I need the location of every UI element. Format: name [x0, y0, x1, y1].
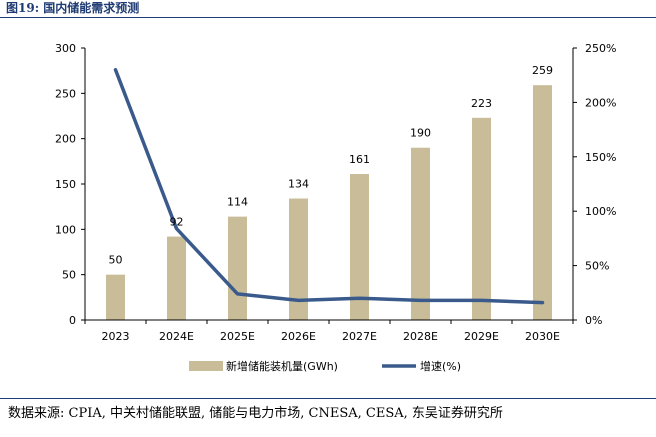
x-tick-label: 2029E [464, 330, 499, 343]
title-divider [0, 17, 656, 18]
x-tick-label: 2024E [159, 330, 194, 343]
x-tick-label: 2025E [220, 330, 255, 343]
bar-data-label: 259 [532, 64, 553, 77]
left-tick-label: 0 [69, 314, 76, 327]
bar-2029E [472, 117, 491, 321]
legend-bar-swatch [189, 361, 223, 371]
bar-data-label: 114 [227, 196, 248, 209]
source-divider [0, 398, 656, 399]
right-tick-label: 200% [585, 96, 616, 109]
right-tick-label: 250% [585, 42, 616, 55]
bar-2024E [167, 236, 186, 320]
growth-line [113, 68, 545, 305]
right-tick-label: 50% [585, 260, 609, 273]
right-tick-label: 0% [585, 314, 602, 327]
figure-title: 图19: 国内储能需求预测 [6, 1, 140, 15]
bar-data-label: 92 [170, 216, 184, 229]
x-tick-label: 2026E [281, 330, 316, 343]
bar-2025E [228, 216, 247, 320]
x-tick-label: 2030E [525, 330, 560, 343]
legend-bar-label: 新增储能装机量(GWh) [226, 359, 338, 373]
bar-data-label: 50 [109, 254, 123, 267]
bar-2030E [533, 85, 552, 320]
left-tick-label: 250 [55, 87, 76, 100]
left-tick-label: 150 [55, 178, 76, 191]
left-tick-label: 100 [55, 223, 76, 236]
x-tick-label: 2023 [102, 330, 130, 343]
bar-2028E [411, 147, 430, 320]
combo-chart: 0 50 100 150 200 250 300 0% 50% 100% 150% 200% 250% 2… [55, 42, 616, 373]
legend-line-label: 增速(%) [420, 359, 461, 373]
bar-data-label: 190 [410, 127, 431, 140]
x-tick-label: 2027E [342, 330, 377, 343]
source-note: 数据来源: CPIA, 中关村储能联盟, 储能与电力市场, CNESA, CES… [8, 406, 503, 421]
left-tick-label: 50 [62, 269, 76, 282]
left-tick-label: 300 [55, 42, 76, 55]
x-tick-label: 2028E [403, 330, 438, 343]
bar-data-label: 161 [349, 153, 370, 166]
right-tick-label: 150% [585, 151, 616, 164]
bar-data-label: 223 [471, 97, 492, 110]
bar-2027E [350, 174, 369, 320]
right-tick-label: 100% [585, 205, 616, 218]
bar-2023 [106, 274, 125, 320]
left-tick-label: 200 [55, 133, 76, 146]
bar-2026E [289, 198, 308, 320]
bar-data-label: 134 [288, 178, 309, 191]
